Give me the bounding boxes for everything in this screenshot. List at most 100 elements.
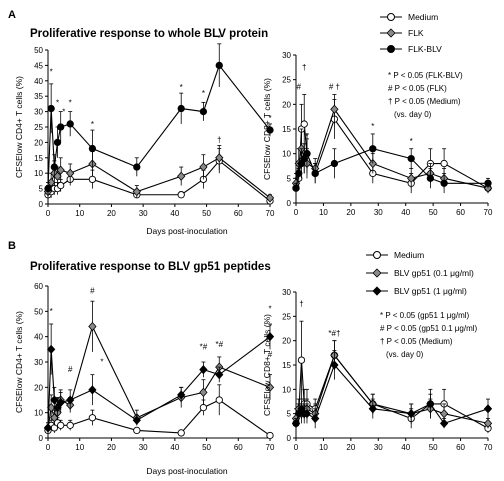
x-tick-label: 10 xyxy=(75,209,84,218)
series-line xyxy=(47,157,271,199)
data-point xyxy=(199,365,208,375)
data-point xyxy=(330,159,339,168)
significance-marker: † xyxy=(217,135,221,144)
data-point xyxy=(50,395,59,405)
significance-marker: * xyxy=(50,307,53,316)
notes-b: * P < 0.05 (gp51 1 μg/ml) # P < 0.05 (gp… xyxy=(380,311,478,359)
data-point xyxy=(330,104,339,114)
data-point xyxy=(88,414,97,422)
data-point xyxy=(199,403,208,412)
data-point xyxy=(483,404,493,414)
series-0 xyxy=(292,94,492,194)
data-point xyxy=(291,418,301,428)
data-point xyxy=(483,418,493,428)
plot-a-cd4: 0 5 10 15 20 25 30 35 40 45 50 0 10 20 30 40 50 60 70 CFSEl… xyxy=(14,34,275,218)
legend-a-item-flk-blv: FLK-BLV xyxy=(408,44,442,54)
data-point xyxy=(177,191,185,199)
panel-b-xlabel: Days post-inoculation xyxy=(146,466,228,476)
significance-marker: * xyxy=(100,358,103,367)
y-axis-label: CFSElow CD8+ T cells (%) xyxy=(262,78,272,180)
data-point xyxy=(300,120,308,128)
significance-marker: * xyxy=(410,137,413,146)
y-tick-label: 20 xyxy=(282,337,291,346)
x-tick-label: 20 xyxy=(107,209,116,218)
legend-a-item-medium: Medium xyxy=(408,12,438,22)
series-2 xyxy=(44,43,274,195)
data-point xyxy=(369,145,377,153)
y-tick-label: 25 xyxy=(34,123,43,132)
y-tick-label: 45 xyxy=(34,61,43,70)
significance-marker: *# xyxy=(215,340,223,349)
data-point xyxy=(439,409,449,419)
data-point xyxy=(302,409,312,419)
data-point xyxy=(177,390,186,400)
data-point xyxy=(47,104,55,113)
significance-marker: * xyxy=(202,89,205,98)
y-tick-label: 5 xyxy=(287,410,292,419)
data-point xyxy=(297,356,306,364)
significance-marker: # xyxy=(297,83,302,92)
data-point xyxy=(43,423,53,433)
x-tick-label: 70 xyxy=(484,208,493,217)
series-line xyxy=(295,108,489,189)
y-tick-label: 20 xyxy=(34,138,43,147)
y-tick-label: 5 xyxy=(39,185,44,194)
data-point xyxy=(47,344,56,354)
data-point xyxy=(295,169,303,178)
data-point xyxy=(311,169,319,178)
legend-a-marker-flk-blv xyxy=(387,45,395,53)
data-point xyxy=(56,165,65,175)
data-point xyxy=(177,429,185,437)
x-tick-label: 20 xyxy=(107,443,116,452)
legend-a-item-flk: FLK xyxy=(408,28,424,38)
series-line xyxy=(295,354,489,424)
y-tick-label: 0 xyxy=(39,200,44,209)
significance-marker: *# xyxy=(200,342,208,351)
data-point xyxy=(265,332,275,342)
x-tick-label: 30 xyxy=(374,208,383,217)
data-point xyxy=(66,168,75,178)
data-point xyxy=(88,175,97,184)
legend-b-item-gp51-1: BLV gp51 (1 μg/ml) xyxy=(394,286,467,296)
series-line xyxy=(295,363,489,425)
y-tick-label: 0 xyxy=(287,434,292,443)
y-tick-label: 0 xyxy=(287,199,292,208)
x-tick-label: 50 xyxy=(429,443,438,452)
significance-marker: # † xyxy=(329,83,340,92)
x-tick-label: 70 xyxy=(484,443,493,452)
data-point xyxy=(440,159,448,168)
data-point xyxy=(199,162,208,172)
note-a-1: * P < 0.05 (FLK-BLV) xyxy=(388,71,463,80)
series-line xyxy=(47,160,271,202)
legend-a-marker-flk xyxy=(386,28,396,38)
x-tick-label: 20 xyxy=(346,443,355,452)
note-b-2: # P < 0.05 (gp51 0.1 μg/ml) xyxy=(380,324,478,333)
y-tick-label: 40 xyxy=(34,77,43,86)
data-point xyxy=(66,395,75,405)
note-a-3: † P < 0.05 (Medium) xyxy=(388,97,461,106)
data-point xyxy=(177,104,185,113)
series-line xyxy=(47,64,271,189)
x-tick-label: 60 xyxy=(456,208,465,217)
data-point xyxy=(56,397,65,408)
legend-b-marker-gp51-1 xyxy=(372,286,382,296)
note-b-4: (vs. day 0) xyxy=(386,350,424,359)
note-a-2: # P < 0.05 (FLK) xyxy=(388,84,447,93)
panel-b-letter: B xyxy=(8,240,16,252)
y-tick-label: 30 xyxy=(34,108,43,117)
data-point xyxy=(407,409,416,419)
data-point xyxy=(215,396,223,404)
y-tick-label: 15 xyxy=(282,361,291,370)
legend-b: Medium BLV gp51 (0.1 μg/ml) BLV gp51 (1 … xyxy=(366,250,474,296)
y-tick-label: 20 xyxy=(34,383,43,392)
y-tick-label: 20 xyxy=(282,100,291,109)
data-point xyxy=(265,382,275,392)
significance-marker: * xyxy=(69,98,72,107)
x-tick-label: 40 xyxy=(170,443,179,452)
panel-a-letter: A xyxy=(8,9,16,21)
data-point xyxy=(215,61,223,70)
significance-marker: * xyxy=(180,83,183,92)
y-tick-label: 50 xyxy=(34,307,43,316)
data-point xyxy=(88,144,97,153)
x-tick-label: 40 xyxy=(401,443,410,452)
